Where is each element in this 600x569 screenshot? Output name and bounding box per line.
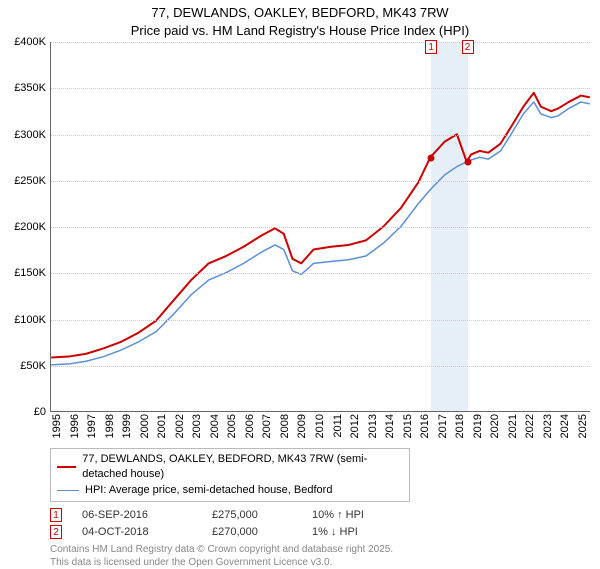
x-axis-label: 2011 — [332, 414, 344, 444]
x-axis-label: 2004 — [209, 414, 221, 444]
transaction-row: 2 04-OCT-2018 £270,000 1% ↓ HPI — [50, 525, 590, 539]
x-axis-label: 2009 — [296, 414, 308, 444]
y-axis-label: £100K — [0, 314, 46, 326]
sale-marker-box: 1 — [425, 40, 437, 54]
x-axis-label: 2024 — [559, 414, 571, 444]
gridline-h — [51, 135, 590, 136]
footer-line-2: This data is licensed under the Open Gov… — [50, 556, 590, 569]
chart-plot-area: £0£50K£100K£150K£200K£250K£300K£350K£400… — [50, 42, 590, 412]
x-axis-label: 2015 — [402, 414, 414, 444]
gridline-h — [51, 42, 590, 43]
x-axis-label: 2005 — [226, 414, 238, 444]
y-axis-label: £300K — [0, 129, 46, 141]
title-line-2: Price paid vs. HM Land Registry's House … — [0, 22, 600, 40]
x-axis-label: 2013 — [367, 414, 379, 444]
x-axis-label: 2003 — [191, 414, 203, 444]
x-axis-label: 2023 — [542, 414, 554, 444]
transaction-date: 06-SEP-2016 — [82, 509, 192, 521]
transaction-price: £270,000 — [212, 526, 292, 538]
x-axis-label: 2020 — [489, 414, 501, 444]
transaction-price: £275,000 — [212, 509, 292, 521]
series-line — [51, 93, 590, 358]
x-axis-label: 2019 — [472, 414, 484, 444]
transaction-marker: 1 — [50, 508, 62, 522]
y-axis-label: £200K — [0, 221, 46, 233]
legend-and-footer: 77, DEWLANDS, OAKLEY, BEDFORD, MK43 7RW … — [50, 448, 590, 569]
legend-swatch — [57, 490, 79, 491]
x-axis-label: 2007 — [261, 414, 273, 444]
gridline-h — [51, 273, 590, 274]
x-axis-label: 2012 — [349, 414, 361, 444]
sale-point-dot — [428, 154, 435, 161]
y-axis-label: £250K — [0, 175, 46, 187]
legend-row: HPI: Average price, semi-detached house,… — [57, 483, 403, 498]
transaction-delta: 1% ↓ HPI — [312, 526, 412, 538]
x-axis-label: 2016 — [419, 414, 431, 444]
gridline-h — [51, 88, 590, 89]
transaction-date: 04-OCT-2018 — [82, 526, 192, 538]
y-axis-label: £400K — [0, 36, 46, 48]
footer-line-1: Contains HM Land Registry data © Crown c… — [50, 543, 590, 556]
x-axis-label: 2008 — [279, 414, 291, 444]
transaction-delta: 10% ↑ HPI — [312, 509, 412, 521]
legend-swatch — [57, 466, 76, 468]
x-axis-label: 2010 — [314, 414, 326, 444]
sale-point-dot — [464, 159, 471, 166]
x-axis-label: 2025 — [577, 414, 589, 444]
transactions-table: 1 06-SEP-2016 £275,000 10% ↑ HPI 2 04-OCT-201… — [50, 508, 590, 539]
legend-box: 77, DEWLANDS, OAKLEY, BEDFORD, MK43 7RW … — [50, 448, 410, 502]
y-axis-label: £150K — [0, 267, 46, 279]
x-axis-label: 1999 — [121, 414, 133, 444]
footer-attribution: Contains HM Land Registry data © Crown c… — [50, 543, 590, 569]
x-axis-label: 2014 — [384, 414, 396, 444]
x-axis-label: 2018 — [454, 414, 466, 444]
x-axis-label: 2001 — [156, 414, 168, 444]
series-line — [51, 102, 590, 365]
gridline-h — [51, 320, 590, 321]
legend-row: 77, DEWLANDS, OAKLEY, BEDFORD, MK43 7RW … — [57, 452, 403, 483]
x-axis-label: 1996 — [69, 414, 81, 444]
transaction-marker: 2 — [50, 525, 62, 539]
chart-container: 77, DEWLANDS, OAKLEY, BEDFORD, MK43 7RW … — [0, 0, 600, 560]
x-axis-label: 1995 — [51, 414, 63, 444]
x-axis-label: 2021 — [507, 414, 519, 444]
legend-label: 77, DEWLANDS, OAKLEY, BEDFORD, MK43 7RW … — [82, 452, 403, 483]
x-axis-label: 1997 — [86, 414, 98, 444]
y-axis-label: £0 — [0, 406, 46, 418]
y-axis-label: £350K — [0, 82, 46, 94]
y-axis-label: £50K — [0, 360, 46, 372]
sale-marker-box: 2 — [462, 40, 474, 54]
transaction-row: 1 06-SEP-2016 £275,000 10% ↑ HPI — [50, 508, 590, 522]
title-line-1: 77, DEWLANDS, OAKLEY, BEDFORD, MK43 7RW — [0, 4, 600, 22]
gridline-h — [51, 227, 590, 228]
x-axis-label: 1998 — [104, 414, 116, 444]
x-axis-label: 2022 — [524, 414, 536, 444]
x-axis-label: 2002 — [174, 414, 186, 444]
title-block: 77, DEWLANDS, OAKLEY, BEDFORD, MK43 7RW … — [0, 0, 600, 41]
x-axis-label: 2000 — [139, 414, 151, 444]
x-axis-label: 2017 — [437, 414, 449, 444]
gridline-h — [51, 181, 590, 182]
gridline-h — [51, 366, 590, 367]
legend-label: HPI: Average price, semi-detached house,… — [85, 483, 332, 498]
x-axis-label: 2006 — [244, 414, 256, 444]
